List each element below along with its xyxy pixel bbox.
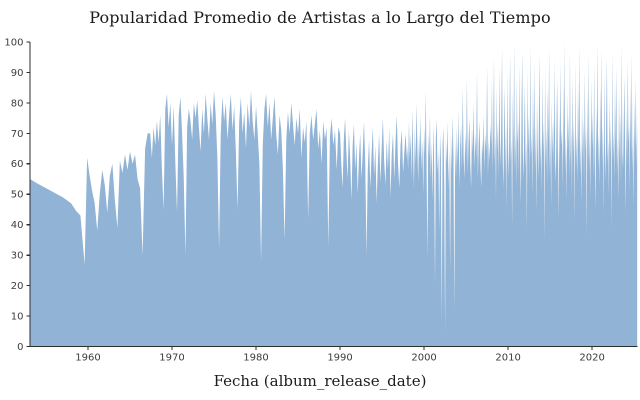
y-tick-label: 100 [4,37,23,48]
x-axis-label: Fecha (album_release_date) [213,372,427,390]
y-tick-label: 30 [11,251,24,262]
x-tick-label: 2010 [495,353,520,364]
y-tick-label: 40 [11,220,24,231]
area-series [30,42,638,347]
y-tick-label: 90 [11,68,24,79]
x-tick-label: 1990 [327,353,352,364]
y-tick-label: 0 [17,342,23,353]
x-tick-label: 2020 [579,353,604,364]
chart-title: Popularidad Promedio de Artistas a lo La… [89,8,551,27]
x-tick-label: 1960 [75,353,100,364]
x-tick-label: 1970 [159,353,184,364]
y-tick-label: 20 [11,281,24,292]
x-tick-label: 1980 [243,353,268,364]
y-tick-label: 60 [11,159,24,170]
y-tick-label: 80 [11,98,24,109]
y-tick-label: 50 [11,190,24,201]
y-tick-label: 10 [11,311,24,322]
x-tick-label: 2000 [411,353,436,364]
y-tick-label: 70 [11,129,24,140]
